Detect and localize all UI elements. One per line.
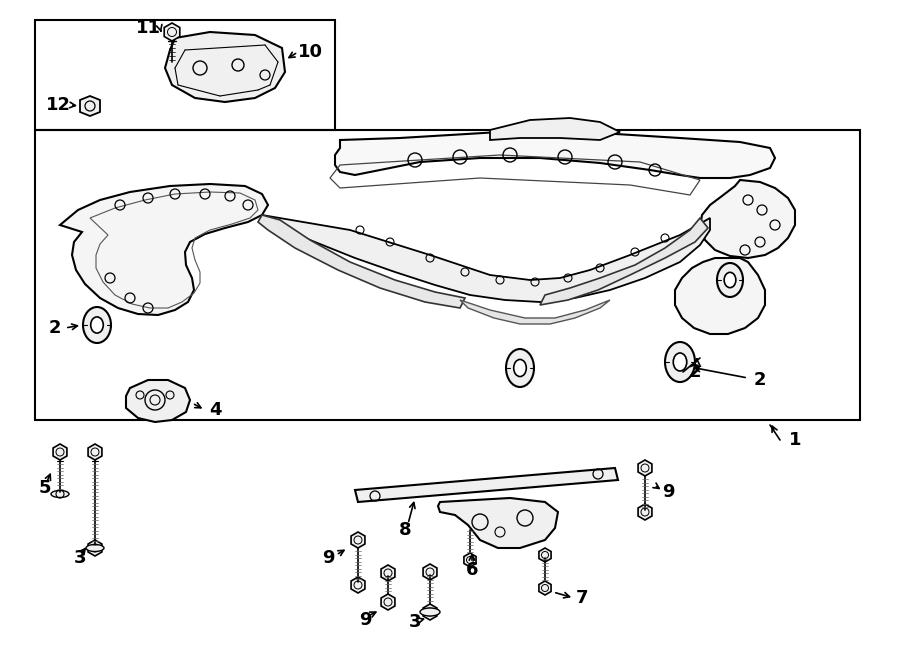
Text: 10: 10	[298, 43, 322, 61]
Text: 7: 7	[576, 589, 589, 607]
Ellipse shape	[420, 608, 440, 616]
Text: 8: 8	[399, 521, 411, 539]
Polygon shape	[126, 380, 190, 422]
Text: 12: 12	[46, 96, 70, 114]
Text: 9: 9	[322, 549, 334, 567]
Ellipse shape	[514, 359, 526, 377]
Polygon shape	[53, 444, 67, 460]
Ellipse shape	[91, 317, 104, 333]
Ellipse shape	[673, 353, 687, 371]
Polygon shape	[88, 444, 102, 460]
Ellipse shape	[86, 545, 104, 551]
Text: 5: 5	[39, 479, 51, 497]
Polygon shape	[351, 532, 364, 548]
Polygon shape	[490, 118, 620, 140]
Polygon shape	[700, 180, 795, 258]
Ellipse shape	[506, 349, 534, 387]
Ellipse shape	[724, 272, 736, 288]
Ellipse shape	[83, 307, 111, 343]
Text: 9: 9	[359, 611, 372, 629]
Text: 4: 4	[209, 401, 221, 419]
Polygon shape	[540, 218, 708, 305]
Polygon shape	[464, 553, 476, 567]
Bar	[35, 130, 860, 420]
Polygon shape	[638, 504, 652, 520]
Text: 1: 1	[788, 431, 801, 449]
Ellipse shape	[51, 491, 69, 498]
Polygon shape	[381, 565, 395, 581]
Text: 2: 2	[49, 319, 61, 337]
Polygon shape	[460, 300, 610, 324]
Ellipse shape	[717, 263, 743, 297]
Polygon shape	[258, 215, 465, 308]
Polygon shape	[335, 132, 775, 178]
Polygon shape	[675, 258, 765, 334]
Ellipse shape	[665, 342, 695, 382]
Polygon shape	[423, 564, 436, 580]
Polygon shape	[164, 23, 180, 41]
Text: 3: 3	[74, 549, 86, 567]
Text: 11: 11	[136, 19, 160, 37]
Polygon shape	[88, 540, 102, 556]
Text: 9: 9	[662, 483, 674, 501]
Text: 6: 6	[466, 561, 478, 579]
Polygon shape	[539, 548, 551, 562]
Polygon shape	[381, 594, 395, 610]
Polygon shape	[60, 184, 268, 315]
Polygon shape	[351, 577, 364, 593]
Text: 3: 3	[409, 613, 421, 631]
Polygon shape	[262, 215, 710, 302]
Text: 2: 2	[754, 371, 766, 389]
Polygon shape	[80, 96, 100, 116]
Polygon shape	[423, 604, 436, 620]
Text: 2: 2	[688, 363, 701, 381]
Polygon shape	[355, 468, 618, 502]
Polygon shape	[165, 32, 285, 102]
Polygon shape	[438, 498, 558, 548]
Bar	[35, 20, 335, 130]
Polygon shape	[539, 581, 551, 595]
Polygon shape	[638, 460, 652, 476]
